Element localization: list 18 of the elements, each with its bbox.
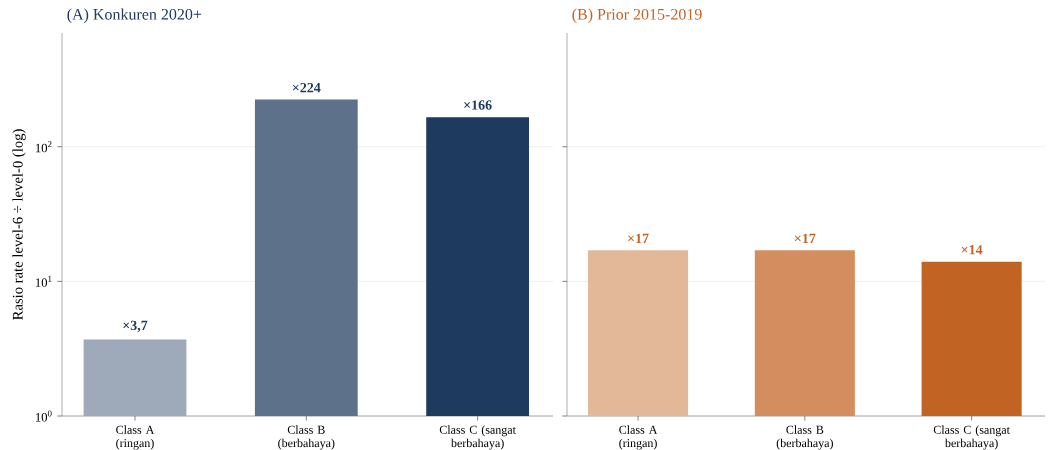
data-label: ×17: [794, 233, 816, 243]
y-tick-label: 10$^{2}$: [35, 141, 52, 153]
chart-title: (B) Prior 2015-2019: [572, 8, 702, 23]
chart-title: (A) Konkuren 2020+: [67, 8, 202, 23]
data-label: ×224: [292, 82, 321, 93]
y-axis-title: Rasio rate level-6 ÷ level-0 (log): [12, 129, 26, 320]
data-label: ×166: [464, 100, 492, 110]
data-label: ×14: [961, 245, 983, 255]
x-tick-label: Class B (berbahaya): [278, 425, 335, 450]
x-tick-label: Class B (berbahaya): [776, 425, 833, 450]
x-tick-label: Class C (sangat berbahaya): [439, 425, 516, 450]
x-tick-label: Class C (sangat berbahaya): [933, 425, 1010, 450]
y-tick-label: 10$^{1}$: [35, 275, 52, 287]
data-label: ×3,7: [123, 320, 148, 333]
y-tick-label: 10$^{0}$: [35, 410, 52, 422]
x-tick-label: Class A (ringan): [116, 425, 155, 450]
data-label: ×17: [628, 233, 649, 243]
x-tick-label: Class A (ringan): [619, 425, 658, 450]
